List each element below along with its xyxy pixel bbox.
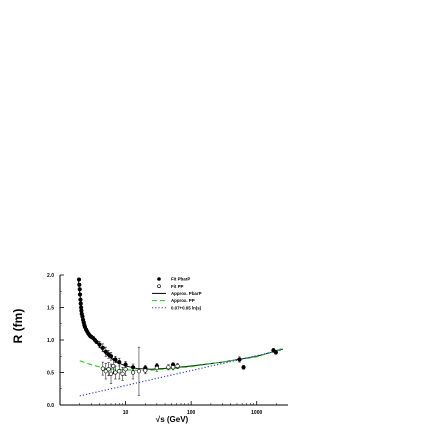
x-tick-label: 10 — [123, 410, 129, 416]
data-point — [170, 365, 176, 370]
x-axis-label: √s (GeV) — [156, 415, 189, 424]
legend-label: Fit PbarP — [171, 277, 190, 282]
data-point — [77, 287, 82, 292]
data-point — [103, 349, 108, 354]
data-point — [143, 368, 148, 373]
y-tick-label: 2.0 — [47, 273, 54, 279]
data-point — [241, 365, 246, 370]
legend-label: 0.07+0.05 ln(s) — [171, 305, 202, 310]
data-point — [76, 277, 82, 282]
data-point — [123, 367, 128, 372]
legend-label: Approx. PbarP — [171, 291, 202, 296]
data-point — [80, 314, 85, 319]
data-point — [94, 339, 99, 345]
data-point — [79, 308, 84, 313]
series-line — [79, 349, 283, 397]
y-tick-label: 1.0 — [47, 338, 54, 344]
y-axis-label: R (fm) — [11, 309, 25, 344]
data-point — [120, 371, 125, 376]
data-point — [237, 357, 242, 362]
legend-marker — [157, 277, 161, 281]
data-point — [100, 345, 105, 350]
data-point — [100, 366, 105, 371]
data-point — [113, 370, 118, 375]
legend-label: Approx. PP — [171, 298, 195, 303]
data-point — [154, 365, 159, 371]
axes: 10 100 1000 0.0 0.5 1.0 1.5 2.0 — [47, 273, 288, 416]
data-point — [108, 354, 114, 359]
legend-label: Fit PP — [171, 284, 184, 289]
data-point — [175, 363, 180, 369]
legend: Fit PbarP Fit PP Approx. PbarP Approx. PP 0.… — [152, 277, 202, 310]
x-tick-label: 100 — [187, 410, 196, 416]
series-points — [76, 277, 278, 396]
data-point — [78, 301, 83, 306]
y-tick-label: 1.5 — [47, 306, 54, 312]
data-point — [78, 297, 83, 302]
y-tick-label: 0.5 — [47, 371, 54, 377]
data-point — [97, 342, 102, 347]
x-tick-label: 1000 — [251, 410, 262, 416]
data-point — [79, 305, 84, 310]
legend-marker — [157, 284, 161, 289]
data-point — [130, 370, 136, 375]
y-tick-label: 0.0 — [47, 403, 54, 409]
data-point — [77, 292, 83, 297]
data-point — [166, 365, 171, 370]
data-point — [117, 369, 122, 374]
data-point — [77, 282, 82, 287]
data-point — [106, 367, 111, 372]
data-point — [273, 350, 278, 355]
data-point — [136, 369, 142, 374]
